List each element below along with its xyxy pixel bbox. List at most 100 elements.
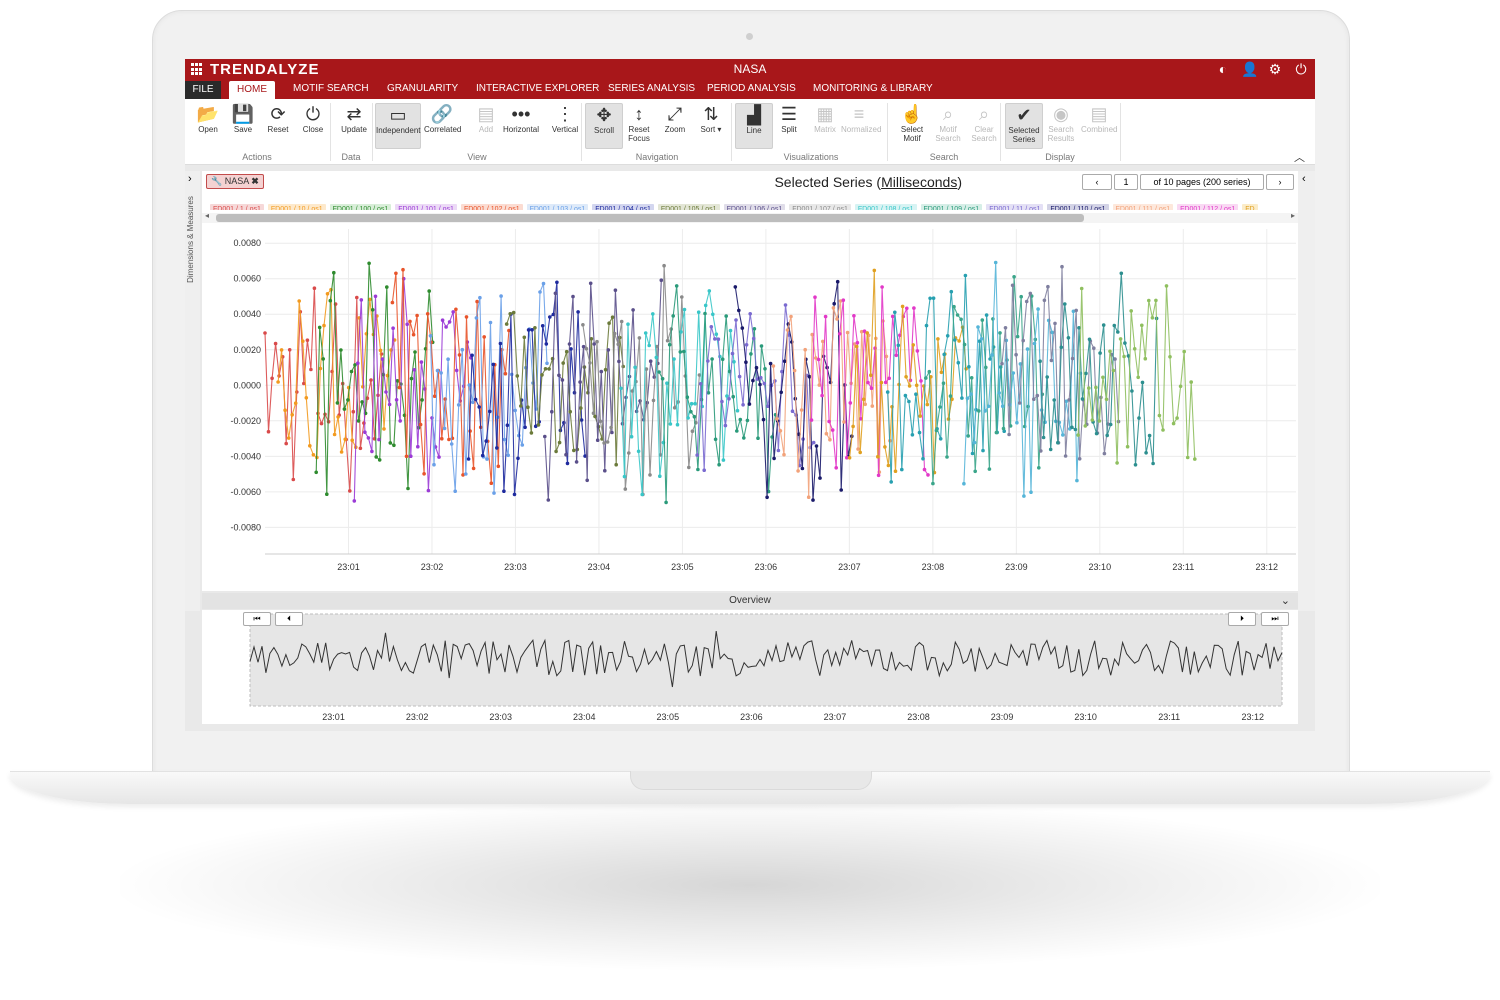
series-point [302, 381, 306, 386]
vertical-button[interactable]: ⋮ Vertical [547, 103, 583, 134]
next-window-button[interactable]: ⏵ [1228, 612, 1256, 626]
series-point [322, 323, 326, 328]
series-point [823, 314, 828, 319]
series-point [1024, 299, 1029, 304]
scroll-right-icon[interactable]: ▸ [1290, 211, 1295, 220]
contrast-icon[interactable]: ◐ [1218, 61, 1228, 77]
series-point [695, 453, 699, 457]
tab-motif-search[interactable]: MOTIF SEARCH [293, 83, 369, 94]
reset-button[interactable]: ⟳ Reset [260, 103, 296, 134]
independent-button[interactable]: ▭ Independent [375, 103, 421, 149]
series-point [689, 401, 694, 406]
search-results-button[interactable]: ◉ Search Results [1043, 103, 1079, 143]
zoom-button[interactable]: ⤢ Zoom [657, 103, 693, 134]
remove-tag-icon[interactable]: ✖ [251, 176, 259, 186]
tab-home[interactable]: HOME [229, 81, 275, 99]
series-chip[interactable]: FD001 / 102 / os1 [460, 204, 523, 210]
menu-file[interactable]: FILE [185, 81, 221, 99]
line-button[interactable]: ▟ Line [735, 103, 773, 149]
series-point [637, 336, 642, 340]
series-point [397, 385, 402, 390]
apps-grid-icon[interactable] [191, 63, 204, 76]
scroll-left-icon[interactable]: ◂ [205, 211, 210, 220]
scroll-button[interactable]: ✥ Scroll [585, 103, 623, 149]
series-chip[interactable]: FD001 / 110 / os1 [1047, 204, 1109, 210]
series-chip[interactable]: FD001 / 106 / os1 [723, 204, 786, 210]
series-chip[interactable]: FD001 / 101 / os1 [395, 204, 457, 210]
expand-sidebar-icon[interactable]: › [188, 173, 192, 185]
series-point [671, 314, 675, 318]
pointer-icon: ☝ [900, 104, 924, 124]
x-tick-label: 23:01 [337, 562, 360, 572]
collapse-overview-icon[interactable]: ⌄ [1280, 595, 1290, 607]
series-chip[interactable]: FD001 / 107 / os1 [789, 204, 851, 210]
series-chip[interactable]: FD001 / 1 / os1 [210, 204, 264, 210]
combined-button[interactable]: ▤ Combined [1081, 103, 1117, 134]
series-chip[interactable]: FD001 / 111 / os1 [1112, 204, 1174, 210]
series-chip[interactable]: FD001 / 100 / os1 [329, 204, 392, 210]
prev-page-button[interactable]: ‹ [1082, 174, 1112, 190]
reset-focus-button[interactable]: ↕ Reset Focus [621, 103, 657, 143]
series-point [286, 436, 291, 440]
update-button[interactable]: ⇄ Update [336, 103, 372, 134]
user-icon[interactable]: 👤 [1241, 61, 1259, 77]
correlated-button[interactable]: 🔗 Correlated [424, 103, 461, 134]
settings-icon[interactable]: ⚙ [1268, 61, 1282, 77]
power-icon[interactable]: ⏻ [1295, 61, 1307, 77]
right-sidebar[interactable]: ‹ [1298, 171, 1315, 611]
sort-button[interactable]: ⇅ Sort ▾ [693, 103, 729, 134]
motif-search-button[interactable]: ⌕ Motif Search [930, 103, 966, 143]
tab-series-analysis[interactable]: SERIES ANALYSIS [608, 83, 696, 94]
chip-scrollbar[interactable]: ◂ ▸ [202, 211, 1298, 223]
close-button[interactable]: ⏻ Close [295, 103, 331, 134]
series-point [883, 380, 888, 385]
series-point [970, 451, 975, 456]
add-button[interactable]: ▤ Add [468, 103, 504, 134]
main-chart[interactable]: 23:01 23:02 23:03 23:04 23:05 23:06 23:07 23:08… [202, 223, 1298, 589]
series-chip[interactable]: FD001 / 10 / os1 [267, 204, 326, 210]
split-button[interactable]: ☰ Split [771, 103, 807, 134]
series-chip[interactable]: FD [1242, 204, 1258, 210]
tab-monitoring-library[interactable]: MONITORING & LIBRARY [813, 83, 933, 94]
series-point [619, 319, 624, 324]
open-button[interactable]: 📂 Open [190, 103, 226, 134]
overview-chart[interactable]: 23:01 23:02 23:03 23:04 23:05 23:06 23:07 23:08… [202, 610, 1298, 724]
dataset-tag[interactable]: 🔧 NASA ✖ [206, 174, 264, 189]
series-point [1090, 418, 1095, 422]
tab-period-analysis[interactable]: PERIOD ANALYSIS [707, 83, 796, 94]
collapse-ribbon-icon[interactable]: ︿ [1294, 152, 1305, 164]
selected-series-button[interactable]: ✔ Selected Series [1005, 103, 1043, 149]
x-tick-label: 23:02 [421, 562, 444, 572]
page-number-input[interactable]: 1 [1114, 174, 1138, 190]
prev-window-button[interactable]: ⏴ [275, 612, 303, 626]
series-chip[interactable]: FD001 / 108 / os1 [854, 204, 917, 210]
normalized-button[interactable]: ≡ Normalized [841, 103, 881, 134]
horizontal-button[interactable]: ••• Horizontal [503, 103, 539, 134]
clear-search-button[interactable]: ⌕ Clear Search [966, 103, 1002, 143]
series-point [1123, 341, 1127, 345]
series-chip[interactable]: FD001 / 103 / os1 [526, 204, 589, 210]
scrollbar-thumb[interactable] [216, 214, 1084, 222]
series-point [439, 371, 443, 375]
tab-granularity[interactable]: GRANULARITY [387, 83, 459, 94]
select-motif-button[interactable]: ☝ Select Motif [894, 103, 930, 143]
next-page-button[interactable]: › [1266, 174, 1294, 190]
tab-interactive-explorer[interactable]: INTERACTIVE EXPLORER [476, 83, 600, 94]
series-chip[interactable]: FD001 / 109 / os1 [920, 204, 983, 210]
series-chip[interactable]: FD001 / 105 / os1 [657, 204, 720, 210]
ribbon-button-label: Independent [376, 126, 421, 135]
series-chip[interactable]: FD001 / 104 / os1 [592, 204, 654, 210]
series-point [962, 481, 966, 486]
series-chip[interactable]: FD001 / 112 / os1 [1177, 204, 1239, 210]
first-page-button[interactable]: ⏮ [243, 612, 271, 626]
expand-right-sidebar-icon[interactable]: ‹ [1302, 173, 1306, 185]
save-button[interactable]: 💾 Save [225, 103, 261, 134]
series-point [488, 409, 492, 414]
time-unit-link[interactable]: Milliseconds [881, 174, 958, 190]
overview-header[interactable]: Overview ⌄ [202, 593, 1298, 609]
matrix-button[interactable]: ▦ Matrix [807, 103, 843, 134]
series-point [420, 398, 424, 402]
dimensions-sidebar[interactable]: › Dimensions & Measures [185, 171, 200, 611]
series-chip[interactable]: FD001 / 11 / os1 [986, 204, 1044, 210]
last-page-button[interactable]: ⏭ [1261, 612, 1289, 626]
